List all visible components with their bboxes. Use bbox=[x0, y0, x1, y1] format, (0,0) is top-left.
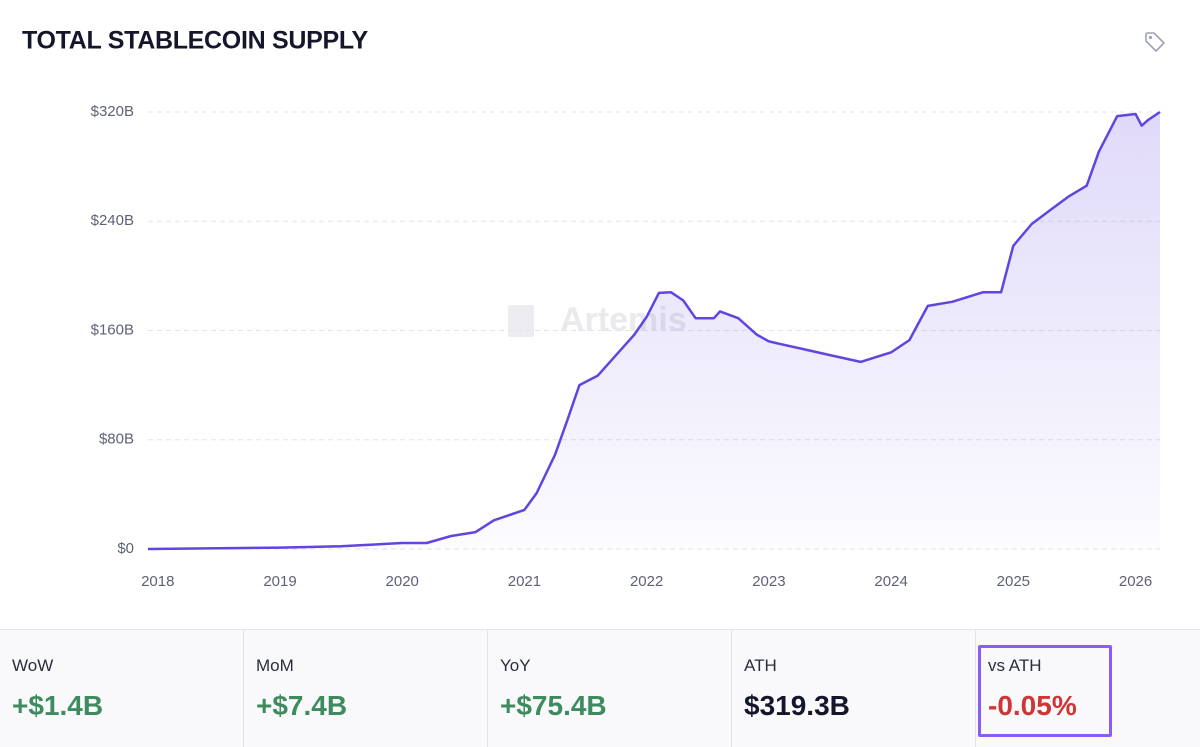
stat-value: -0.05% bbox=[988, 690, 1077, 721]
stat-label: MoM bbox=[256, 656, 294, 675]
stat-label: WoW bbox=[12, 656, 54, 675]
y-tick-label: $320B bbox=[91, 103, 134, 120]
y-tick-label: $240B bbox=[91, 212, 134, 229]
stat-value: +$1.4B bbox=[12, 690, 104, 721]
stat-label: ATH bbox=[744, 656, 777, 675]
y-tick-label: $0 bbox=[117, 540, 134, 557]
stat-cell: WoW +$1.4B bbox=[0, 630, 244, 747]
stat-label: YoY bbox=[500, 656, 531, 675]
x-tick-label: 2022 bbox=[630, 573, 663, 590]
stat-cell: MoM +$7.4B bbox=[244, 630, 488, 747]
y-tick-label: $80B bbox=[99, 431, 134, 448]
stats-bar: WoW +$1.4B MoM +$7.4B YoY +$75.4B ATH $319.3B vs… bbox=[0, 629, 1200, 747]
x-tick-label: 2026 bbox=[1119, 573, 1152, 590]
stat-cell: YoY +$75.4B bbox=[488, 630, 732, 747]
line bbox=[147, 110, 1161, 551]
x-tick-label: 2023 bbox=[752, 573, 785, 590]
stat-value: +$75.4B bbox=[500, 690, 607, 721]
area bbox=[148, 112, 1160, 549]
x-tick-label: 2021 bbox=[508, 573, 541, 590]
stat-value: +$7.4B bbox=[256, 690, 348, 721]
stat-value: $319.3B bbox=[744, 690, 850, 721]
x-tick-label: 2020 bbox=[386, 573, 419, 590]
highlight-box bbox=[978, 645, 1112, 737]
chart: TOTAL STABLECOIN SUPPLY Artemis $0$80B$1… bbox=[22, 27, 1165, 590]
stat-cell: vs ATH -0.05% bbox=[976, 630, 1200, 747]
x-tick-label: 2024 bbox=[874, 573, 907, 590]
stat-cell: ATH $319.3B bbox=[732, 630, 976, 747]
y-tick-label: $160B bbox=[91, 321, 134, 338]
chart-title: TOTAL STABLECOIN SUPPLY bbox=[22, 27, 369, 55]
tag-icon[interactable] bbox=[1145, 32, 1165, 52]
x-tick-label: 2018 bbox=[141, 573, 174, 590]
x-tick-label: 2025 bbox=[997, 573, 1030, 590]
x-tick-label: 2019 bbox=[263, 573, 296, 590]
stat-label: vs ATH bbox=[988, 656, 1042, 675]
